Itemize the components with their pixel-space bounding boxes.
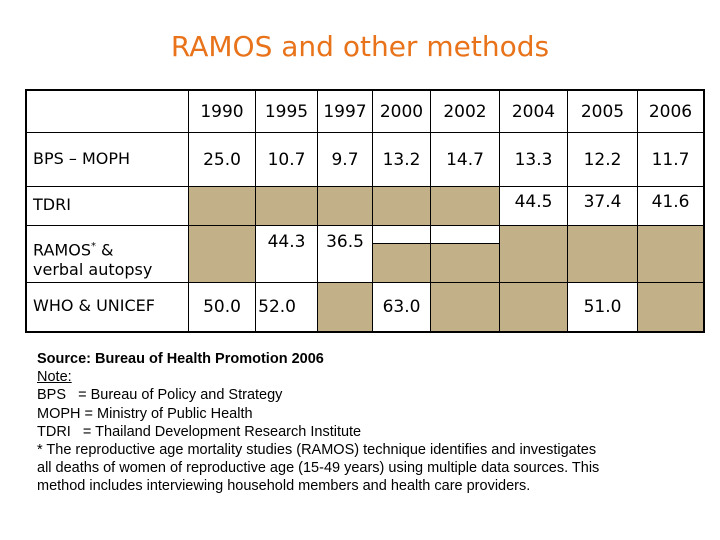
data-table: 1990 1995 1997 2000 2002 2004 2005 2006 … [25, 89, 705, 333]
row-label-rest: & [95, 240, 114, 260]
table-cell: 10.7 [267, 149, 306, 170]
row-label: BPS – MOPH [33, 149, 131, 168]
shaded-cell [638, 226, 703, 282]
page-title: RAMOS and other methods [170, 30, 550, 63]
grid-line [27, 132, 703, 133]
shaded-cell [431, 283, 499, 331]
grid-line [188, 91, 189, 331]
note-ramos-1: * The reproductive age mortality studies… [37, 442, 597, 459]
table-cell: 52.0 [258, 297, 296, 317]
grid-line [27, 225, 703, 226]
shaded-cell [318, 283, 372, 331]
shaded-cell [189, 226, 255, 282]
year-header: 2000 [379, 101, 424, 122]
year-header: 2002 [443, 101, 487, 122]
table-cell: 37.4 [583, 192, 622, 212]
year-header: 1995 [264, 101, 309, 122]
table-cell: 63.0 [382, 297, 421, 317]
row-label-line2: verbal autopsy [33, 260, 153, 280]
grid-line [27, 282, 703, 283]
grid-line [637, 91, 638, 331]
year-header: 2005 [580, 101, 625, 122]
notes-block: Source: Bureau of Health Promotion 2006 … [37, 350, 707, 496]
shaded-cell [500, 226, 567, 282]
row-label-line1: RAMOS [33, 240, 91, 260]
row-label: TDRI [33, 195, 71, 214]
note-bps: BPS = Bureau of Policy and Strategy [37, 387, 283, 404]
shaded-cell [638, 283, 703, 331]
footnote-marker: * [90, 241, 96, 252]
shaded-cell [431, 244, 499, 282]
year-header: 2006 [648, 101, 693, 122]
shaded-cell [318, 187, 372, 225]
grid-line [372, 91, 373, 331]
source-line: Source: Bureau of Health Promotion 2006 [37, 351, 324, 367]
shaded-cell [189, 187, 255, 225]
note-ramos-3: method includes interviewing household m… [37, 478, 531, 495]
year-header: 1997 [323, 101, 367, 122]
grid-line [27, 186, 703, 187]
table-cell: 9.7 [331, 149, 359, 170]
shaded-cell [373, 187, 430, 225]
row-label: RAMOS* & verbal autopsy [33, 237, 152, 280]
shaded-cell [568, 226, 637, 282]
table-cell: 13.3 [514, 149, 553, 170]
table-cell: 50.0 [203, 297, 241, 317]
shaded-cell [373, 244, 430, 282]
year-header: 2004 [511, 101, 556, 122]
grid-line [567, 91, 568, 331]
table-cell: 11.7 [651, 149, 690, 170]
note-tdri: TDRI = Thailand Development Research Ins… [37, 423, 362, 440]
table-cell: 12.2 [583, 149, 622, 170]
table-cell: 25.0 [203, 149, 241, 170]
grid-line [317, 91, 318, 331]
shaded-cell [500, 283, 567, 331]
shaded-cell [431, 187, 499, 225]
table-cell: 41.6 [651, 192, 690, 212]
note-label: Note: [37, 369, 72, 386]
grid-line [255, 91, 256, 331]
table-cell: 44.3 [267, 232, 306, 252]
year-header: 1990 [200, 101, 244, 122]
table-cell: 36.5 [326, 232, 364, 252]
table-cell: 14.7 [446, 149, 484, 170]
table-cell: 51.0 [583, 297, 622, 317]
table-cell: 44.5 [514, 192, 553, 212]
grid-line [430, 91, 431, 331]
grid-line [499, 91, 500, 331]
grid-line [373, 243, 499, 244]
note-ramos-2: all deaths of women of reproductive age … [37, 460, 600, 477]
shaded-cell [256, 187, 317, 225]
row-label: WHO & UNICEF [33, 296, 155, 315]
table-cell: 13.2 [382, 149, 421, 170]
note-moph: MOPH = Ministry of Public Health [37, 405, 253, 422]
